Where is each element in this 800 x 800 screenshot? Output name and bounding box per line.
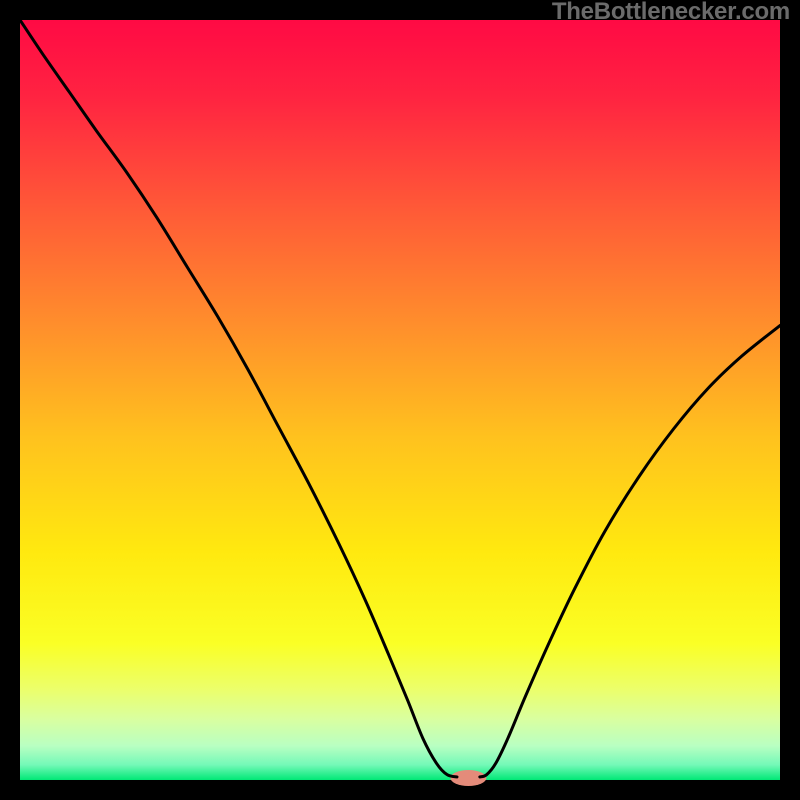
bottleneck-curve-chart <box>0 0 800 800</box>
gradient-background <box>20 20 780 780</box>
watermark-text: TheBottlenecker.com <box>552 0 790 26</box>
chart-stage: TheBottlenecker.com <box>0 0 800 800</box>
